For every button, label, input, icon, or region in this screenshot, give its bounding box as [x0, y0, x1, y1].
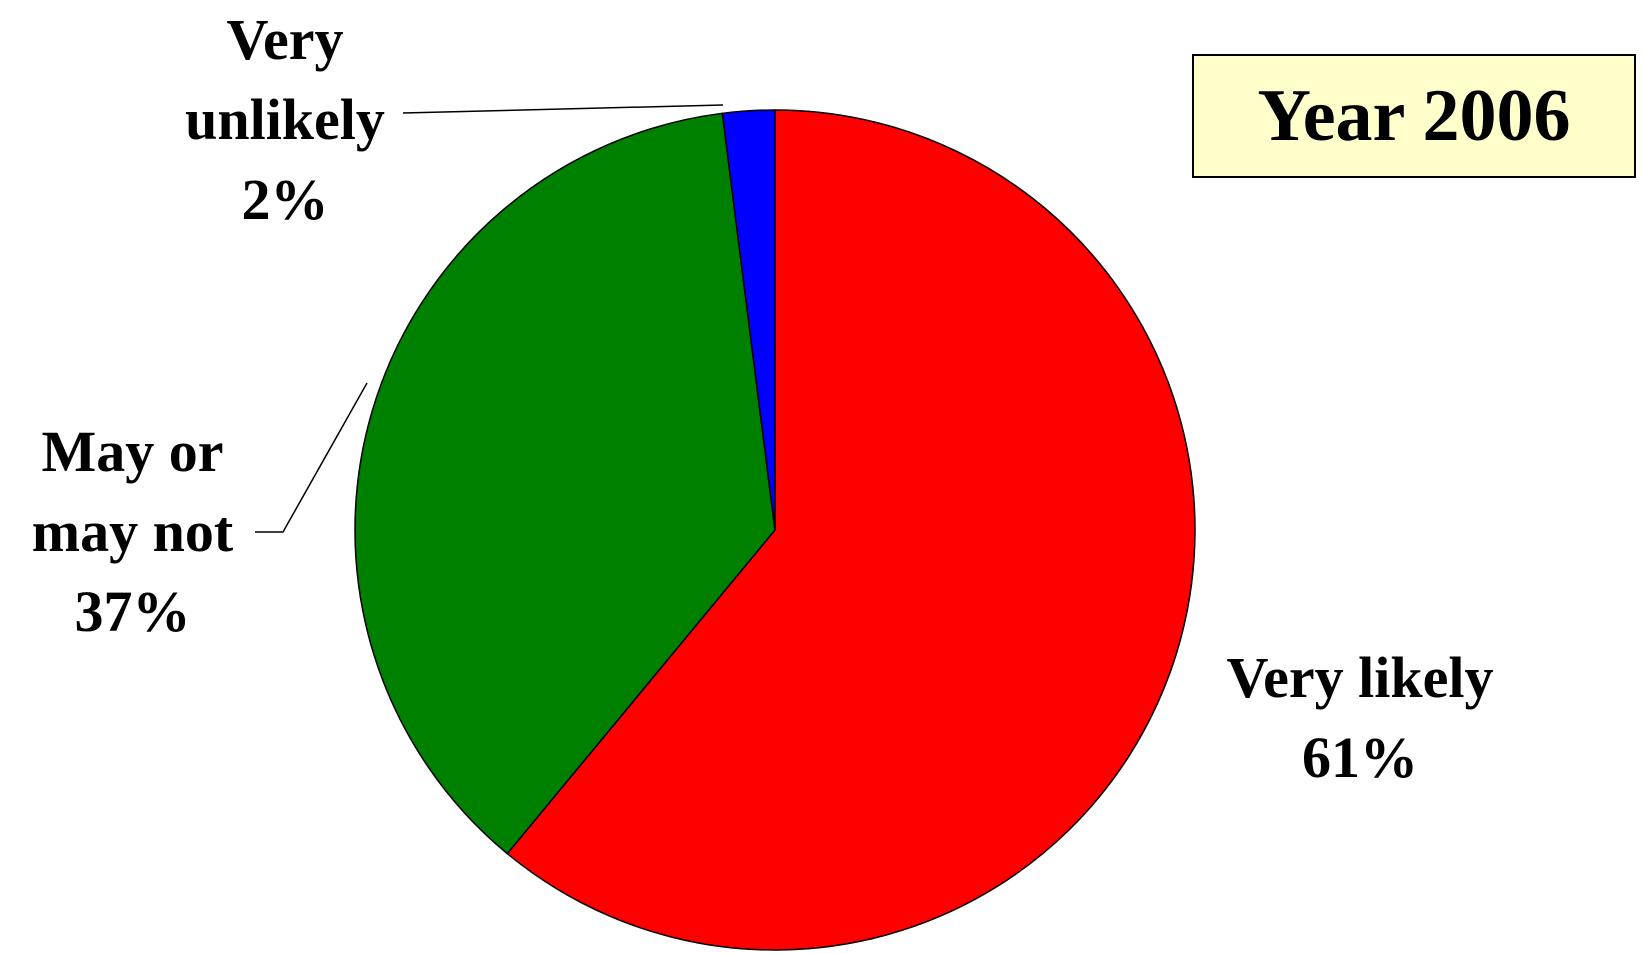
chart-title: Year 2006	[1257, 74, 1571, 157]
title-box: Year 2006	[1192, 54, 1636, 178]
leader-line	[255, 382, 368, 533]
slice-label: Very unlikely 2%	[160, 0, 410, 240]
value-label: 61%	[1302, 725, 1418, 790]
category-label: Very unlikely	[185, 7, 385, 152]
value-label: 37%	[74, 579, 191, 644]
slice-label: Very likely 61%	[1195, 638, 1525, 798]
leader-line	[402, 104, 724, 114]
category-label: May or may not	[31, 419, 234, 564]
slice-label: May or may not 37%	[5, 412, 260, 652]
pie-slice	[506, 109, 1196, 951]
value-label: 2%	[241, 167, 329, 232]
pie-slice	[721, 109, 776, 531]
pie-slice	[354, 112, 776, 855]
category-label: Very likely	[1226, 645, 1494, 710]
